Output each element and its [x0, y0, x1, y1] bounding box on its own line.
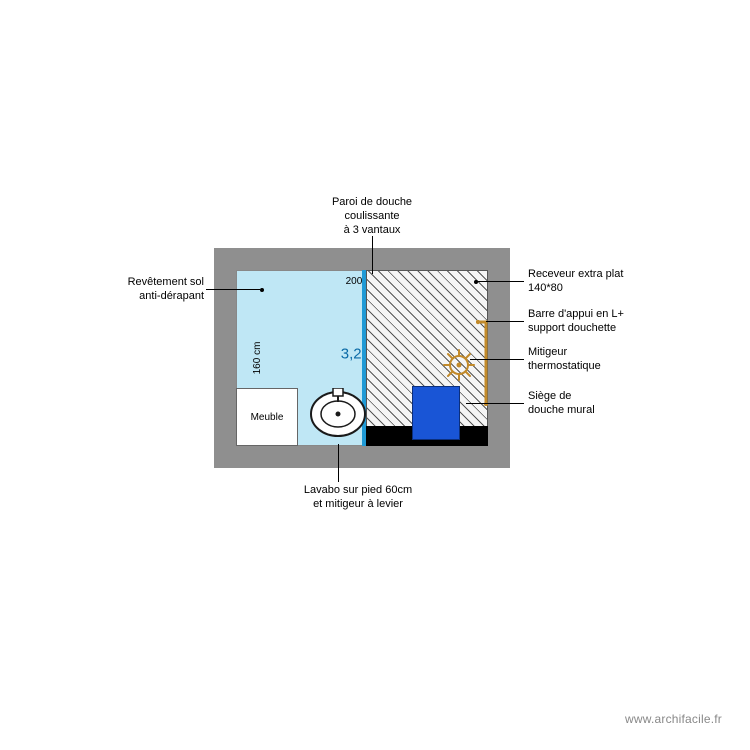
annot-floor-covering: Revêtement sol anti-dérapant — [104, 276, 204, 304]
floor-plan: 200 cm 160 cm 3,2 m² — [214, 248, 510, 468]
annot-sink: Lavabo sur pied 60cm et mitigeur à levie… — [278, 484, 438, 512]
grab-bar-icon — [476, 320, 488, 406]
furniture-label: Meuble — [251, 412, 284, 423]
annot-mixer: Mitigeur thermostatique — [528, 346, 601, 374]
leader-left — [206, 289, 260, 290]
leader-bar — [486, 321, 524, 322]
annot-grab-bar: Barre d'appui en L+ support douchette — [528, 308, 624, 336]
annot-receiver: Receveur extra plat 140*80 — [528, 268, 623, 296]
leader-seat — [466, 403, 524, 404]
sink-icon — [308, 388, 368, 444]
annot-seat: Siège de douche mural — [528, 390, 595, 418]
watermark: www.archifacile.fr — [625, 712, 722, 726]
leader-bottom — [338, 444, 339, 482]
shower-seat — [412, 386, 460, 440]
furniture-cabinet: Meuble — [236, 388, 298, 446]
dim-height: 160 cm — [252, 342, 263, 375]
leader-mixer — [470, 359, 524, 360]
leader-receiver — [476, 281, 524, 282]
leader-top — [372, 236, 373, 274]
annot-shower-partition: Paroi de douche coulissante à 3 vantaux — [312, 196, 432, 237]
shower-zone — [366, 270, 488, 446]
floor-marker-dot — [260, 288, 264, 292]
mixer-icon — [442, 348, 476, 382]
